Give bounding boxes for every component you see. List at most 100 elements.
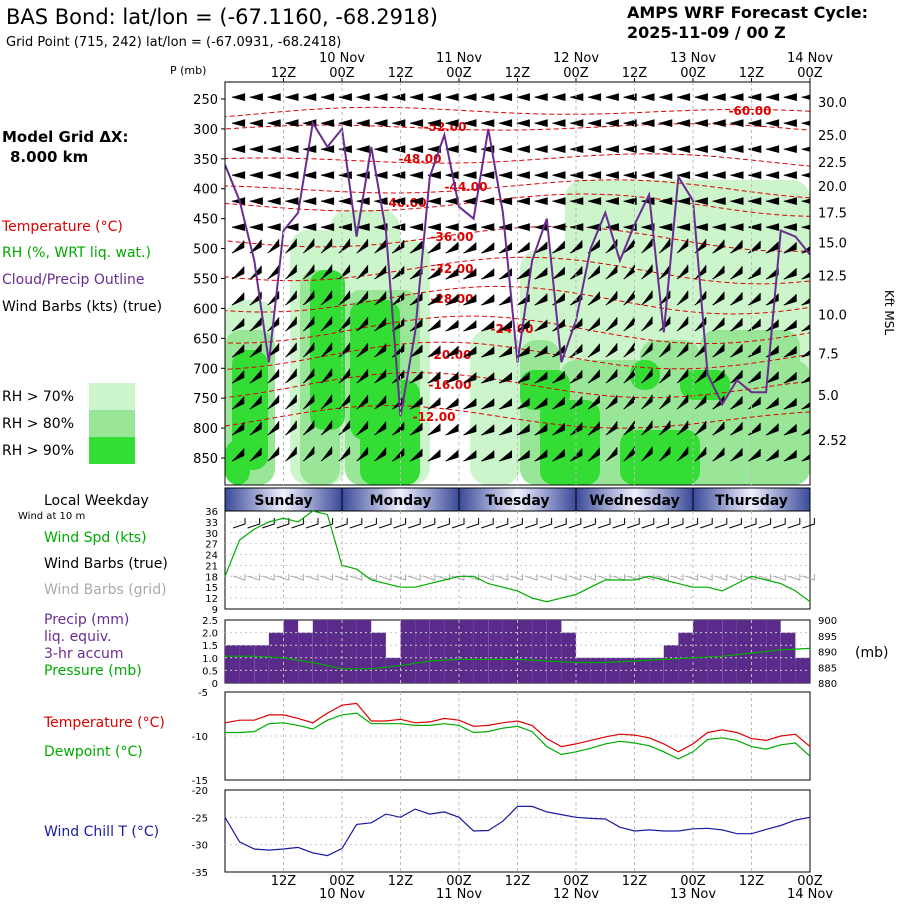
bottom-hour-label: 12Z [388, 874, 414, 889]
wind-barb [249, 395, 262, 410]
bottom-hour-label: 00Z [797, 874, 823, 889]
dewpoint-line [225, 712, 811, 760]
wind-barb [302, 238, 315, 254]
wind-barb [587, 171, 602, 180]
wind-barb-grid [291, 574, 304, 581]
model-grid-value: 8.000 km [10, 148, 88, 166]
wind-barb [338, 368, 351, 384]
weekday-name: Tuesday [486, 493, 550, 509]
wind-barb [552, 197, 566, 206]
wind-barb [427, 223, 441, 232]
rh90-area-5 [540, 400, 600, 485]
rh90-area-9 [225, 440, 250, 485]
wind-barb-true [700, 518, 713, 529]
wind-barb [623, 145, 637, 154]
weekday-name: Wednesday [589, 493, 679, 509]
precip-bar [663, 645, 679, 683]
wind-barb [445, 119, 459, 128]
wind-barb-grid [393, 574, 407, 581]
precip-tick-label: 0 [212, 679, 218, 690]
wind-barb [445, 398, 459, 410]
wind-barb [587, 395, 600, 410]
wind-barb [498, 450, 512, 462]
wind-barb [231, 93, 246, 102]
wind-barb [463, 268, 477, 280]
wind-barb [338, 290, 351, 306]
wind-barb-grid [466, 574, 480, 581]
wind-barb [320, 420, 333, 436]
precip-bar [751, 620, 767, 683]
wind-barb-true [451, 518, 465, 529]
wind-barb [765, 223, 780, 232]
legend-rh80-swatch [89, 410, 135, 437]
wind-barb [285, 145, 299, 154]
wind-barb [320, 197, 335, 206]
rh90-area-0 [232, 350, 268, 470]
wind-barb [712, 265, 725, 280]
wind-barb [320, 342, 333, 358]
wind-barb [765, 319, 779, 332]
wind-barb [552, 423, 565, 436]
wind-barb [676, 368, 689, 384]
wind-barb [391, 448, 405, 462]
wind-barb [463, 119, 477, 128]
wind-barb [302, 420, 315, 436]
wind-barb [231, 171, 246, 180]
wind-tick-label: 36 [205, 507, 218, 518]
wind-barb [694, 369, 707, 384]
bottom-hour-label: 12Z [622, 874, 648, 889]
wind-barb [463, 372, 477, 384]
rh90-area-8 [620, 430, 700, 485]
wind-barb [498, 93, 513, 102]
wind-barb [730, 370, 743, 384]
height-tick-label: 5.0 [818, 389, 839, 404]
wind-barb [730, 197, 744, 206]
wind-barb [267, 171, 281, 180]
wind-barb [534, 119, 548, 128]
wind-barb [783, 424, 797, 436]
wind-barb [765, 171, 780, 180]
wind-barb-true [554, 518, 567, 529]
wind-barb [605, 447, 618, 462]
wind-barb [498, 346, 512, 358]
wind-barb [267, 317, 280, 332]
height-tick-label: 25.0 [818, 129, 847, 144]
wind-barb [409, 344, 423, 358]
wind-barb-true [670, 518, 684, 529]
temperature-line [224, 702, 811, 753]
wind-barb [338, 223, 352, 232]
wind-barb [374, 265, 387, 280]
wind-barb [623, 197, 637, 206]
wind-barb-true [364, 518, 377, 529]
wind-barb [783, 320, 797, 332]
wind-barb-grid [408, 574, 421, 581]
legend-rh: RH (%, WRT liq. wat.) [2, 245, 151, 261]
precip-bar [605, 657, 620, 683]
wind-barb [481, 450, 495, 462]
wind-barb [267, 223, 281, 232]
windchill-label: Wind Chill T (°C) [44, 824, 159, 840]
height-axis-title: Kft MSL [882, 290, 896, 335]
wind-barb [320, 223, 335, 232]
wind-barb-grid [481, 574, 494, 581]
wind-barb-true [787, 518, 801, 529]
wind-barb [801, 271, 810, 280]
precip-label-2: liq. equiv. [44, 629, 111, 645]
wind-barb [676, 316, 689, 332]
wind-barb [409, 171, 424, 180]
wind-barb [285, 171, 299, 180]
wind-barb [481, 197, 495, 206]
wind-barb-true [291, 518, 304, 529]
wind-barb [534, 319, 548, 332]
wind-barb [783, 93, 797, 102]
pressure-tick-label: 800 [193, 422, 218, 437]
legend-rh80-label: RH > 80% [2, 416, 74, 432]
wind-barb [249, 171, 263, 180]
wind-barb [392, 93, 406, 102]
wind-barb [534, 241, 548, 254]
wind-barb [623, 264, 635, 280]
wind-barb-grid [422, 574, 436, 581]
wind-barb [783, 398, 797, 410]
wind-barb [659, 171, 673, 180]
wind-barb [374, 343, 387, 358]
